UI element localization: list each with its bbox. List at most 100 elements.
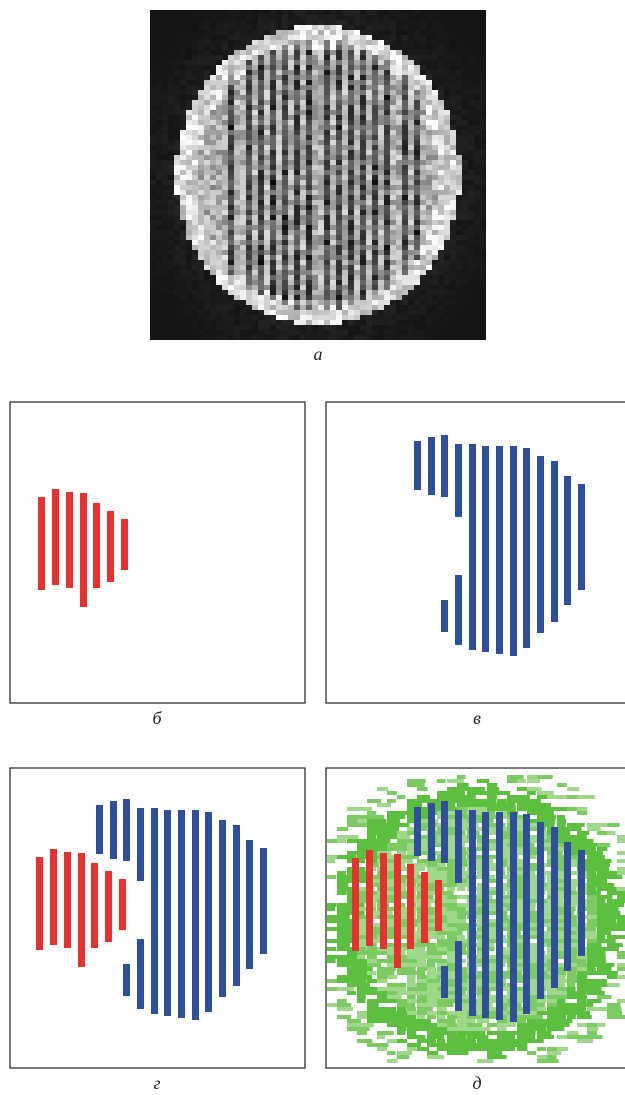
- image-pixel: [402, 275, 408, 280]
- image-pixel: [402, 270, 408, 275]
- image-pixel: [150, 190, 156, 195]
- image-pixel: [474, 240, 480, 245]
- image-pixel: [336, 250, 342, 255]
- image-pixel: [474, 150, 480, 155]
- image-pixel: [294, 85, 300, 90]
- image-pixel: [198, 250, 204, 255]
- image-pixel: [432, 175, 438, 180]
- image-pixel: [162, 85, 168, 90]
- image-pixel: [354, 155, 360, 160]
- image-pixel: [156, 285, 162, 290]
- image-pixel: [168, 75, 174, 80]
- image-pixel: [438, 235, 444, 240]
- image-pixel: [378, 80, 384, 85]
- image-pixel: [258, 55, 264, 60]
- image-pixel: [468, 320, 474, 325]
- image-pixel: [480, 330, 486, 335]
- image-pixel: [366, 225, 372, 230]
- image-pixel: [378, 65, 384, 70]
- image-pixel: [276, 220, 282, 225]
- image-pixel: [354, 80, 360, 85]
- image-pixel: [204, 265, 210, 270]
- image-pixel: [270, 20, 276, 25]
- image-pixel: [174, 335, 180, 340]
- image-pixel: [360, 145, 366, 150]
- image-pixel: [396, 250, 402, 255]
- image-pixel: [390, 175, 396, 180]
- image-pixel: [348, 270, 354, 275]
- image-pixel: [186, 135, 192, 140]
- image-pixel: [234, 100, 240, 105]
- image-pixel: [324, 265, 330, 270]
- image-pixel: [258, 180, 264, 185]
- image-pixel: [186, 285, 192, 290]
- image-pixel: [462, 75, 468, 80]
- image-pixel: [282, 60, 288, 65]
- image-pixel: [180, 20, 186, 25]
- image-pixel: [360, 200, 366, 205]
- image-pixel: [264, 115, 270, 120]
- image-pixel: [402, 240, 408, 245]
- image-pixel: [468, 70, 474, 75]
- image-pixel: [234, 30, 240, 35]
- image-pixel: [480, 125, 486, 130]
- green-pixel: [337, 987, 354, 991]
- image-pixel: [192, 65, 198, 70]
- image-pixel: [168, 45, 174, 50]
- image-pixel: [390, 60, 396, 65]
- image-pixel: [378, 135, 384, 140]
- image-pixel: [450, 230, 456, 235]
- image-pixel: [294, 10, 300, 15]
- image-pixel: [468, 240, 474, 245]
- image-pixel: [294, 280, 300, 285]
- image-pixel: [210, 320, 216, 325]
- image-pixel: [324, 205, 330, 210]
- image-pixel: [444, 250, 450, 255]
- image-pixel: [432, 320, 438, 325]
- image-pixel: [462, 310, 468, 315]
- image-pixel: [426, 100, 432, 105]
- image-pixel: [252, 55, 258, 60]
- image-pixel: [252, 35, 258, 40]
- green-pixel: [447, 863, 456, 867]
- image-pixel: [324, 145, 330, 150]
- image-pixel: [276, 245, 282, 250]
- image-pixel: [366, 110, 372, 115]
- image-pixel: [366, 80, 372, 85]
- image-pixel: [432, 210, 438, 215]
- image-pixel: [360, 190, 366, 195]
- image-pixel: [270, 315, 276, 320]
- image-pixel: [306, 10, 312, 15]
- image-pixel: [204, 215, 210, 220]
- image-pixel: [450, 15, 456, 20]
- image-pixel: [342, 140, 348, 145]
- image-pixel: [168, 330, 174, 335]
- image-pixel: [168, 125, 174, 130]
- image-pixel: [378, 35, 384, 40]
- image-pixel: [384, 295, 390, 300]
- image-pixel: [396, 95, 402, 100]
- green-pixel: [417, 799, 428, 803]
- image-pixel: [168, 235, 174, 240]
- image-pixel: [420, 140, 426, 145]
- image-pixel: [354, 110, 360, 115]
- image-pixel: [456, 325, 462, 330]
- image-pixel: [210, 75, 216, 80]
- image-pixel: [456, 10, 462, 15]
- image-pixel: [168, 260, 174, 265]
- image-pixel: [330, 310, 336, 315]
- green-pixel: [337, 891, 347, 895]
- image-pixel: [372, 130, 378, 135]
- image-pixel: [234, 315, 240, 320]
- image-pixel: [348, 105, 354, 110]
- image-pixel: [324, 85, 330, 90]
- image-pixel: [240, 90, 246, 95]
- image-pixel: [300, 40, 306, 45]
- image-pixel: [420, 220, 426, 225]
- image-pixel: [318, 25, 324, 30]
- image-pixel: [468, 305, 474, 310]
- image-pixel: [198, 60, 204, 65]
- image-pixel: [318, 285, 324, 290]
- image-pixel: [270, 290, 276, 295]
- image-pixel: [252, 145, 258, 150]
